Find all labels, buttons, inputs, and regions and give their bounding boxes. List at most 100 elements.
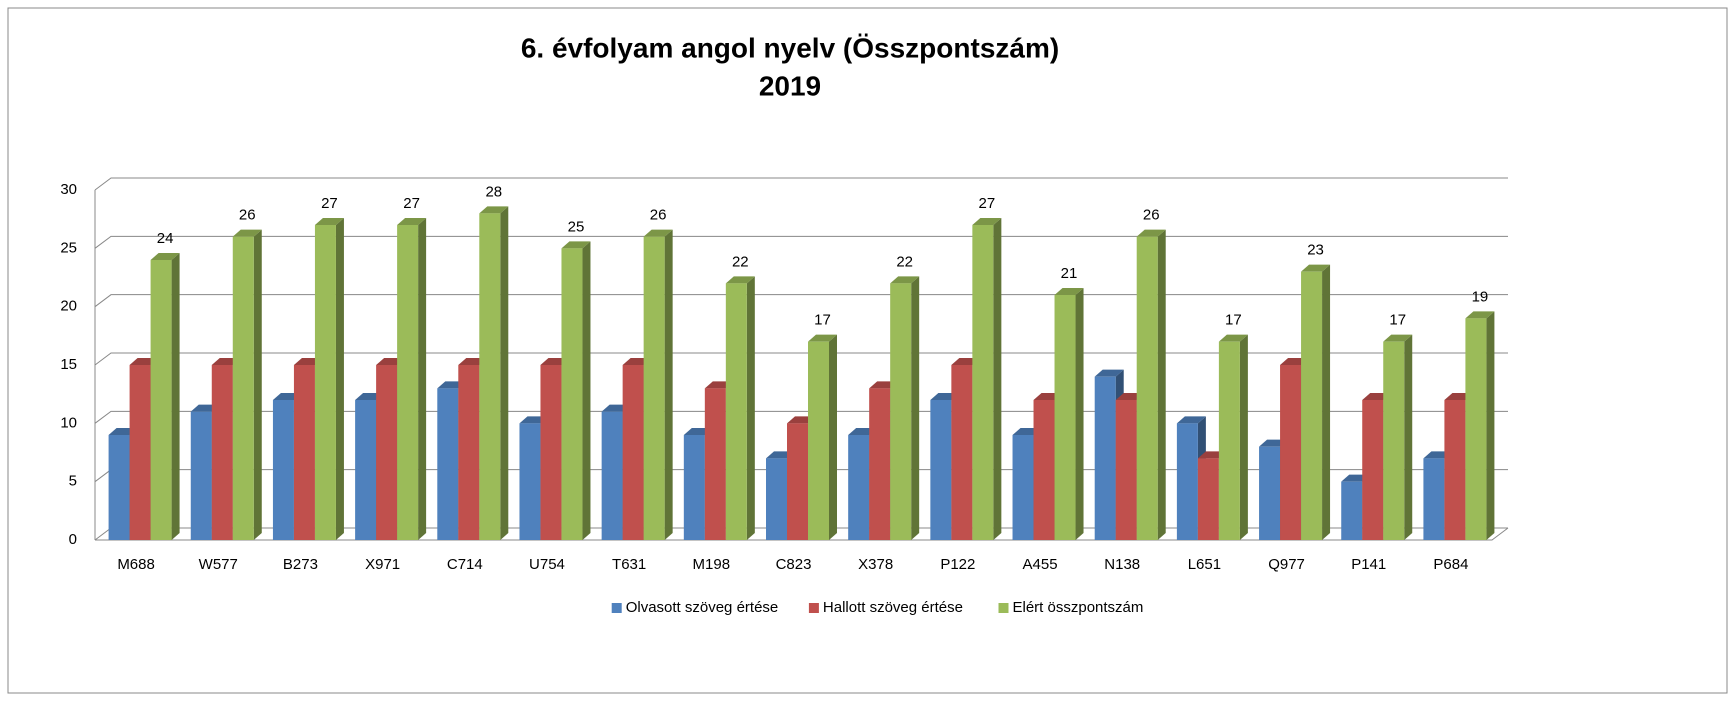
y-tick-label: 30	[60, 181, 77, 198]
bar	[1218, 341, 1240, 540]
bar	[1423, 458, 1445, 540]
x-tick-label: B273	[283, 556, 318, 573]
grid-line	[94, 294, 1508, 308]
bar-group	[150, 253, 180, 540]
bar-group	[890, 276, 920, 540]
bar-group	[725, 276, 755, 540]
legend-label: Hallott szöveg értése	[823, 599, 963, 616]
x-tick-label: L651	[1188, 556, 1221, 573]
bar-side	[1157, 229, 1166, 540]
bar-top	[972, 218, 1002, 225]
x-tick-label: P122	[940, 556, 975, 573]
bar	[1094, 376, 1116, 540]
data-label: 26	[239, 207, 256, 224]
bar-group	[1054, 288, 1084, 540]
bar-group	[479, 206, 509, 541]
y-tick-label: 25	[60, 239, 77, 256]
bar-group	[232, 229, 262, 540]
data-label: 22	[896, 253, 913, 270]
bar	[1444, 400, 1466, 540]
data-label: 17	[1225, 312, 1242, 329]
data-label: 28	[485, 183, 502, 200]
bar	[540, 365, 562, 540]
bar-top	[1136, 229, 1166, 237]
bar	[479, 213, 501, 541]
bar	[1012, 435, 1034, 540]
bar-top	[1176, 416, 1206, 424]
bar	[601, 411, 623, 540]
bar	[1136, 236, 1158, 540]
bar-group	[1218, 334, 1248, 540]
bar-side	[171, 253, 180, 540]
legend-label: Elért összpontszám	[1013, 599, 1144, 616]
bar	[766, 458, 787, 540]
bar-top	[890, 276, 920, 284]
bar-side	[829, 334, 837, 540]
data-label: 27	[979, 195, 996, 212]
bar-group	[808, 334, 837, 540]
data-label: 21	[1061, 265, 1078, 282]
bar	[1465, 318, 1487, 540]
bar	[458, 365, 480, 540]
bar	[1280, 365, 1302, 540]
bar	[1115, 400, 1137, 540]
bar	[293, 365, 315, 540]
bar	[1301, 271, 1323, 540]
bar	[190, 411, 212, 540]
y-tick-label: 10	[60, 414, 77, 431]
bar-group	[397, 218, 427, 540]
x-tick-label: W577	[199, 556, 238, 573]
bar-top	[1301, 264, 1331, 272]
bar	[1259, 446, 1281, 540]
bar	[1383, 341, 1405, 540]
bar	[869, 388, 891, 540]
bar	[108, 435, 130, 540]
y-tick-label: 5	[69, 473, 77, 490]
bar-top	[643, 229, 673, 237]
bar-side	[664, 229, 673, 540]
y-tick-label: 0	[69, 531, 77, 548]
bar	[272, 400, 294, 540]
x-tick-label: C823	[776, 556, 812, 573]
bar-side	[1075, 288, 1084, 540]
bar-top	[1094, 369, 1124, 377]
grid-line	[94, 235, 1508, 249]
bar-top	[397, 218, 427, 225]
bar-side	[1404, 334, 1413, 540]
x-tick-label: X971	[365, 556, 400, 573]
data-label: 17	[814, 312, 831, 329]
legend-label: Olvasott szöveg értése	[626, 599, 779, 616]
bar	[951, 365, 973, 540]
x-tick-label: X378	[858, 556, 893, 573]
bar-side	[746, 276, 755, 540]
bar-group	[643, 229, 673, 540]
bar	[848, 435, 870, 540]
data-label: 17	[1389, 312, 1406, 329]
data-label: 27	[321, 195, 338, 212]
bar	[376, 365, 398, 540]
bar-side	[418, 218, 427, 540]
x-tick-label: U754	[529, 556, 565, 573]
legend-swatch	[998, 603, 1009, 613]
bar-top	[725, 276, 755, 284]
bar-top	[1218, 334, 1248, 342]
grid-line	[94, 352, 1508, 366]
bar-group	[972, 218, 1002, 540]
x-tick-label: M198	[693, 556, 731, 573]
bar-top	[1054, 288, 1084, 295]
x-tick-label: P141	[1351, 556, 1386, 573]
bar-side	[582, 241, 591, 541]
bar	[622, 365, 644, 540]
bar-top	[232, 229, 262, 237]
bar-top	[561, 241, 591, 249]
data-label: 26	[650, 207, 667, 224]
bar	[643, 236, 665, 540]
bar-top	[1383, 334, 1413, 342]
bar	[211, 365, 233, 540]
bar	[930, 400, 952, 540]
data-label: 23	[1307, 242, 1324, 259]
bar-side	[993, 218, 1002, 540]
bar-top	[150, 253, 180, 260]
